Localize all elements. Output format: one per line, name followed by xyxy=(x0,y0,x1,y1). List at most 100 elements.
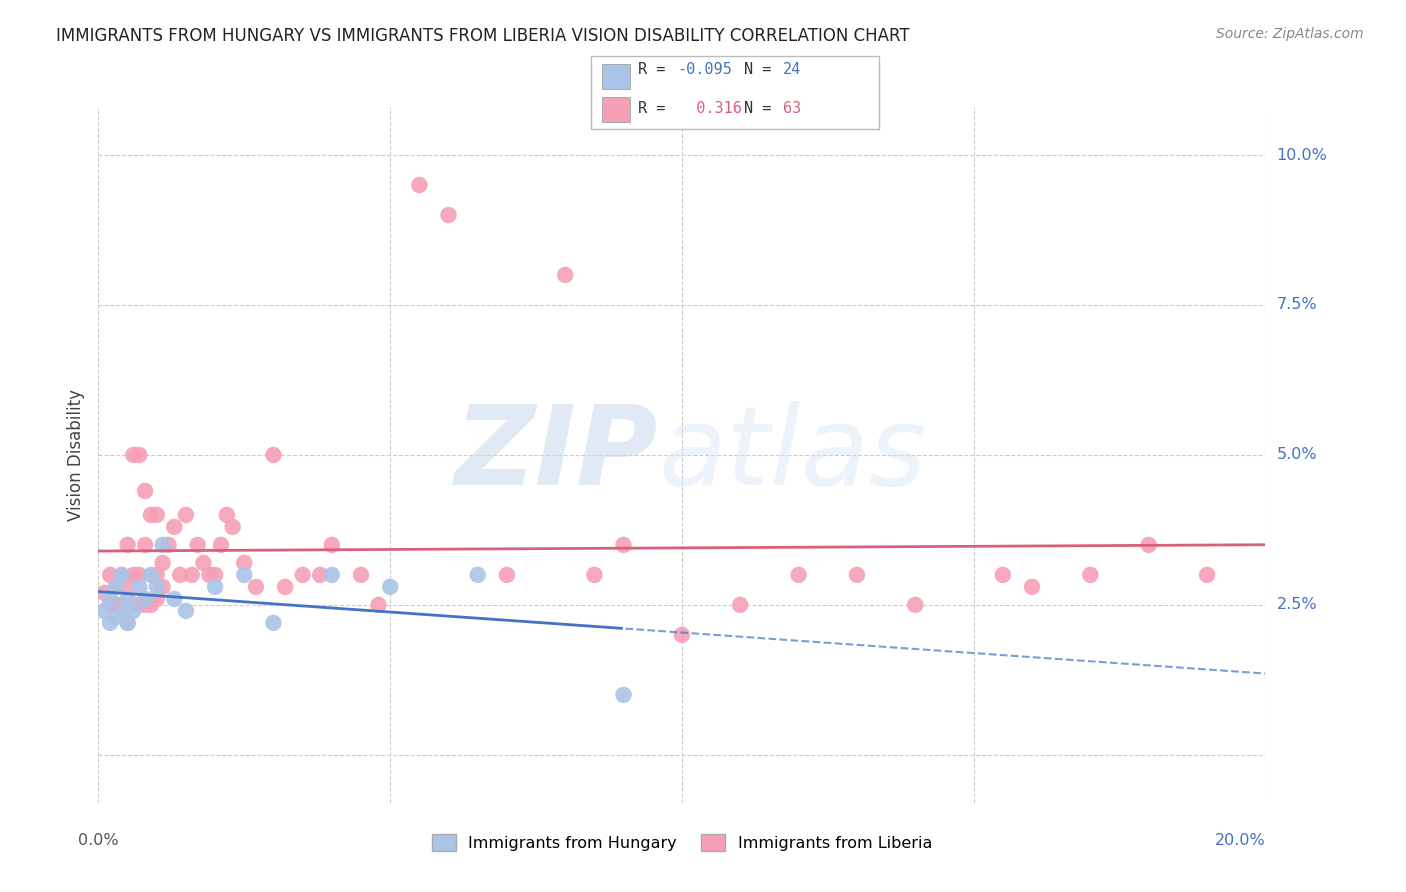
Point xyxy=(122,598,145,612)
Point xyxy=(245,580,267,594)
Point xyxy=(122,448,145,462)
Point xyxy=(215,508,238,522)
Text: 10.0%: 10.0% xyxy=(1277,147,1327,162)
Point xyxy=(583,567,606,582)
Point xyxy=(111,598,134,612)
Text: N =: N = xyxy=(744,62,780,77)
Point xyxy=(104,580,127,594)
Point xyxy=(128,598,150,612)
Point xyxy=(309,567,332,582)
Point xyxy=(111,567,134,582)
Point xyxy=(233,567,256,582)
Text: 24: 24 xyxy=(783,62,801,77)
Point xyxy=(262,448,284,462)
Point xyxy=(554,268,576,282)
Point xyxy=(98,598,121,612)
Point xyxy=(233,556,256,570)
Point xyxy=(146,580,169,594)
Point xyxy=(146,591,169,606)
Point xyxy=(117,615,139,630)
Point xyxy=(1021,580,1043,594)
Text: -0.095: -0.095 xyxy=(678,62,733,77)
Point xyxy=(128,448,150,462)
Point xyxy=(496,567,519,582)
Point xyxy=(274,580,297,594)
Point xyxy=(204,567,226,582)
Point xyxy=(221,520,243,534)
Text: 63: 63 xyxy=(783,102,801,116)
Point xyxy=(291,567,314,582)
Y-axis label: Vision Disability: Vision Disability xyxy=(66,389,84,521)
Point xyxy=(134,538,156,552)
Text: atlas: atlas xyxy=(658,401,927,508)
Point xyxy=(671,628,693,642)
Legend: Immigrants from Hungary, Immigrants from Liberia: Immigrants from Hungary, Immigrants from… xyxy=(425,828,939,857)
Point xyxy=(174,604,197,618)
Point xyxy=(152,556,174,570)
Point xyxy=(104,610,127,624)
Point xyxy=(730,598,752,612)
Point xyxy=(93,604,115,618)
Point xyxy=(350,567,373,582)
Point xyxy=(104,580,127,594)
Point xyxy=(111,604,134,618)
Point xyxy=(612,538,634,552)
Text: N =: N = xyxy=(744,102,780,116)
Point xyxy=(134,483,156,498)
Text: 0.316: 0.316 xyxy=(678,102,741,116)
Point xyxy=(262,615,284,630)
Point xyxy=(98,591,121,606)
Point xyxy=(198,567,221,582)
Point xyxy=(139,567,162,582)
Point xyxy=(174,508,197,522)
Point xyxy=(204,580,226,594)
Point xyxy=(104,598,127,612)
Point xyxy=(139,508,162,522)
Point xyxy=(157,538,180,552)
Point xyxy=(1137,538,1160,552)
Text: 5.0%: 5.0% xyxy=(1277,448,1317,462)
Text: IMMIGRANTS FROM HUNGARY VS IMMIGRANTS FROM LIBERIA VISION DISABILITY CORRELATION: IMMIGRANTS FROM HUNGARY VS IMMIGRANTS FR… xyxy=(56,27,910,45)
Point xyxy=(904,598,927,612)
Point xyxy=(612,688,634,702)
Point xyxy=(117,591,139,606)
Point xyxy=(380,580,402,594)
Point xyxy=(117,538,139,552)
Point xyxy=(122,567,145,582)
Point xyxy=(111,567,134,582)
Point xyxy=(408,178,430,192)
Point xyxy=(152,538,174,552)
Point xyxy=(787,567,810,582)
Text: 2.5%: 2.5% xyxy=(1277,598,1317,613)
Point xyxy=(146,567,169,582)
Point xyxy=(209,538,232,552)
Point xyxy=(117,580,139,594)
Point xyxy=(321,538,343,552)
Text: R =: R = xyxy=(638,102,675,116)
Point xyxy=(467,567,489,582)
Point xyxy=(134,598,156,612)
Point xyxy=(169,567,191,582)
Point xyxy=(122,604,145,618)
Point xyxy=(1195,567,1218,582)
Point xyxy=(163,591,186,606)
Point xyxy=(139,598,162,612)
Point xyxy=(193,556,215,570)
Point xyxy=(93,586,115,600)
Point xyxy=(1080,567,1102,582)
Text: 0.0%: 0.0% xyxy=(79,833,118,848)
Point xyxy=(98,615,121,630)
Point xyxy=(146,508,169,522)
Point xyxy=(163,520,186,534)
Text: 20.0%: 20.0% xyxy=(1215,833,1265,848)
Point xyxy=(187,538,209,552)
Text: R =: R = xyxy=(638,62,675,77)
Point xyxy=(991,567,1014,582)
Point xyxy=(117,615,139,630)
Point xyxy=(152,580,174,594)
Point xyxy=(128,580,150,594)
Point xyxy=(367,598,389,612)
Point xyxy=(128,567,150,582)
Point xyxy=(321,567,343,582)
Point xyxy=(437,208,460,222)
